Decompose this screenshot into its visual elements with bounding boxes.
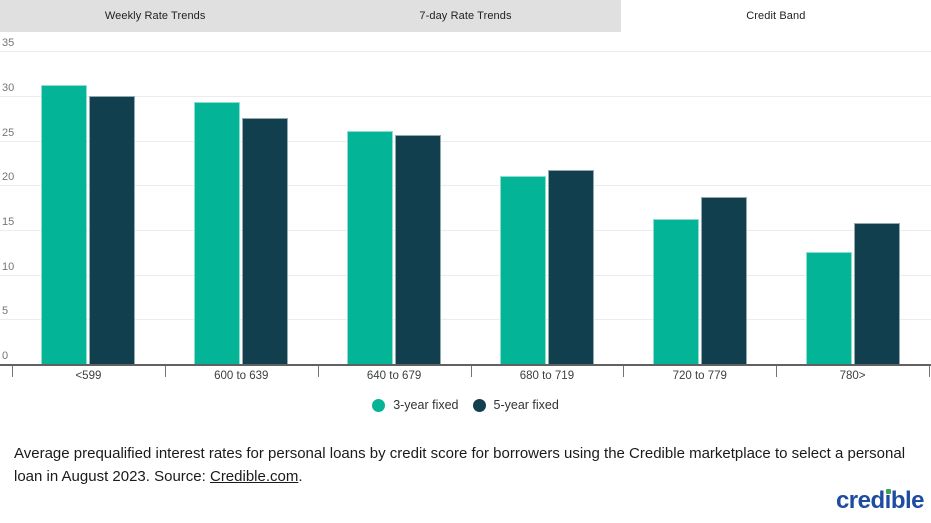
- gridline: [0, 230, 931, 232]
- y-axis-tick-label: 30: [2, 82, 15, 95]
- x-axis-category-label: 600 to 639: [214, 370, 269, 382]
- legend-label: 3-year fixed: [393, 398, 459, 412]
- x-axis-tick: [776, 366, 778, 377]
- caption-text: Average prequalified interest rates for …: [14, 445, 906, 485]
- y-axis-tick-label: 10: [2, 260, 15, 273]
- x-axis-category-label: 780>: [839, 370, 866, 382]
- bar-5-year-fixed[interactable]: [89, 96, 136, 365]
- bar-3-year-fixed[interactable]: [805, 251, 852, 365]
- bar-3-year-fixed[interactable]: [652, 218, 699, 365]
- legend-item-5-year-fixed[interactable]: 5-year fixed: [472, 398, 559, 412]
- tab-weekly-rate-trends[interactable]: Weekly Rate Trends: [104, 10, 206, 22]
- source-link[interactable]: Credible.com: [209, 468, 299, 485]
- y-axis-tick-label: 0: [2, 350, 9, 362]
- x-axis-tick: [470, 366, 472, 377]
- bar-3-year-fixed[interactable]: [41, 84, 88, 365]
- x-axis-category-label: 680 to 719: [519, 370, 575, 382]
- y-axis-tick-label: 5: [2, 305, 9, 318]
- gridline: [0, 51, 931, 53]
- x-axis-tick: [317, 366, 319, 377]
- x-axis-tick: [623, 366, 625, 377]
- caption-suffix: .: [298, 468, 303, 485]
- x-axis-category-label: 640 to 679: [366, 370, 422, 382]
- x-axis-tick: [12, 366, 13, 377]
- bar-3-year-fixed[interactable]: [194, 102, 241, 365]
- chart-legend: 3-year fixed 5-year fixed: [0, 398, 931, 412]
- x-axis-tick: [929, 366, 930, 377]
- bar-5-year-fixed[interactable]: [700, 197, 747, 365]
- x-axis-tick: [164, 366, 166, 377]
- tab-credit-band[interactable]: Credit Band: [620, 0, 931, 32]
- bar-5-year-fixed[interactable]: [242, 117, 289, 365]
- gridline: [0, 140, 931, 142]
- tab-bar: Weekly Rate Trends 7-day Rate Trends Cre…: [0, 0, 931, 32]
- x-axis-category-label: 720 to 779: [672, 370, 727, 382]
- gridline: [0, 96, 931, 98]
- chart-caption: Average prequalified interest rates for …: [14, 442, 912, 488]
- tab-7-day-rate-trends[interactable]: 7-day Rate Trends: [419, 10, 512, 22]
- bar-5-year-fixed[interactable]: [853, 223, 900, 365]
- legend-item-3-year-fixed[interactable]: 3-year fixed: [372, 398, 459, 412]
- bar-5-year-fixed[interactable]: [395, 135, 442, 365]
- legend-dot-icon: [372, 398, 386, 412]
- y-axis-tick-label: 35: [2, 37, 15, 50]
- logo-green-dot-icon: [885, 488, 891, 494]
- y-axis-tick-label: 25: [2, 126, 15, 139]
- legend-dot-icon: [472, 398, 486, 412]
- credible-logo: credı ble: [835, 487, 925, 514]
- bar-5-year-fixed[interactable]: [547, 170, 594, 365]
- x-axis-category-label: <599: [75, 370, 102, 382]
- gridline: [0, 319, 931, 321]
- bar-3-year-fixed[interactable]: [499, 175, 546, 365]
- gridline: [0, 274, 931, 276]
- legend-label: 5-year fixed: [493, 398, 559, 412]
- bar-3-year-fixed[interactable]: [347, 131, 394, 365]
- x-axis-line: [0, 364, 931, 366]
- gridline: [0, 185, 931, 187]
- y-axis-tick-label: 15: [2, 216, 15, 229]
- y-axis-tick-label: 20: [2, 171, 15, 184]
